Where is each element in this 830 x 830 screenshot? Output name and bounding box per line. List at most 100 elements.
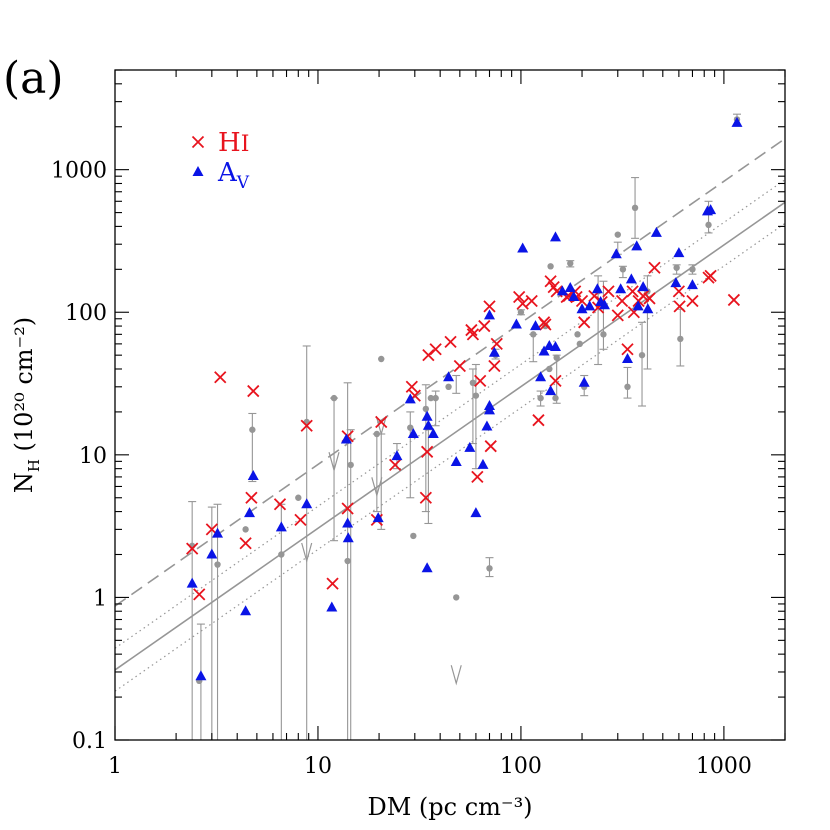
data-point-av [510, 318, 522, 329]
upper-limit-arrow [328, 452, 340, 473]
data-point-av [610, 248, 622, 259]
data-point-av [670, 277, 682, 288]
data-point-av [404, 393, 416, 404]
data-point-grey [445, 383, 452, 391]
data-point-av [731, 116, 743, 127]
data-point-hi [419, 491, 432, 504]
data-point-av [686, 279, 698, 290]
data-point-grey [624, 383, 631, 391]
data-point-grey [407, 424, 414, 431]
data-point-grey [373, 430, 381, 438]
fit-line-dotted [114, 222, 786, 692]
data-point-grey [638, 351, 646, 359]
data-point-av [186, 577, 198, 588]
data-point-grey [378, 355, 385, 363]
data-point-av [535, 371, 547, 382]
data-point-grey [530, 331, 537, 338]
data-point-hi [471, 470, 484, 484]
data-point-grey [600, 331, 607, 338]
data-point-grey [546, 365, 553, 373]
data-point-av [545, 385, 557, 396]
data-point-hi [516, 297, 529, 310]
data-point-hi [239, 537, 252, 550]
data-point-av [206, 548, 218, 559]
y-tick-label: 1 [93, 586, 107, 611]
data-point-av [622, 353, 634, 364]
data-point-grey [469, 379, 477, 387]
data-point-av [391, 450, 403, 461]
data-point-hi [704, 269, 717, 282]
data-point-hi [214, 371, 227, 384]
data-point-hi [615, 294, 629, 308]
data-point-grey [673, 264, 680, 271]
upper-limit-arrow [450, 665, 462, 686]
data-point-av [195, 670, 207, 681]
data-point-hi [621, 343, 634, 356]
legend-label: AV [217, 158, 250, 193]
data-point-hi [465, 323, 478, 337]
data-point-hi [483, 300, 496, 313]
data-point-hi [341, 502, 354, 515]
fit-line-solid [114, 201, 786, 671]
data-point-hi [488, 359, 501, 373]
data-point-hi [429, 343, 442, 356]
data-point-av [576, 303, 588, 314]
data-point-av [421, 410, 433, 421]
data-point-av [631, 240, 643, 251]
data-point-av [326, 601, 338, 612]
data-point-av [407, 427, 419, 438]
upper-limit-arrow [301, 542, 313, 564]
data-point-grey [705, 221, 712, 229]
data-point-grey [552, 394, 559, 402]
y-tick-label: 1000 [51, 159, 107, 184]
data-point-av [549, 231, 561, 242]
data-point-grey [410, 532, 417, 540]
y-tick-label: 0.1 [72, 729, 107, 754]
data-point-hi [578, 316, 591, 329]
data-point-hi [326, 577, 339, 590]
data-point-grey [567, 260, 574, 267]
data-point-av [568, 290, 580, 301]
y-axis-label-main: N [10, 472, 38, 493]
data-point-av [578, 376, 590, 387]
x-tick-label: 1000 [696, 754, 752, 779]
data-point-av [244, 507, 256, 518]
data-point-grey [689, 266, 696, 273]
data-point-av [422, 419, 434, 430]
data-point-av [340, 433, 352, 444]
data-point-av [642, 303, 654, 314]
data-point-grey [631, 204, 639, 212]
data-point-av [650, 226, 662, 237]
data-point-hi [727, 293, 741, 307]
data-point-hi [648, 261, 661, 274]
legend-marker-hi [191, 135, 205, 149]
data-point-grey [547, 263, 554, 270]
data-point-grey [347, 461, 354, 469]
data-point-hi [294, 513, 307, 526]
data-point-hi [273, 498, 287, 511]
data-point-hi [673, 300, 686, 313]
data-point-grey [330, 394, 338, 402]
data-point-hi [636, 289, 650, 303]
data-point-hi [193, 588, 206, 601]
data-point-av [470, 507, 482, 518]
data-point-av [673, 247, 685, 258]
data-point-av [301, 498, 313, 509]
data-point-av [632, 300, 644, 311]
data-point-hi [478, 319, 491, 333]
data-point-av [549, 341, 561, 352]
data-point-av [483, 309, 495, 320]
x-tick-label: 10 [304, 754, 332, 779]
data-point-av [584, 300, 596, 311]
data-point-hi [453, 359, 466, 373]
data-point-grey [553, 354, 560, 361]
data-point-av [705, 204, 717, 215]
data-point-hi [186, 542, 199, 555]
upper-limit-arrow [375, 415, 387, 437]
data-point-hi [466, 328, 480, 341]
data-point-av [443, 371, 455, 382]
data-point-grey [214, 561, 221, 568]
data-point-av [421, 562, 433, 573]
